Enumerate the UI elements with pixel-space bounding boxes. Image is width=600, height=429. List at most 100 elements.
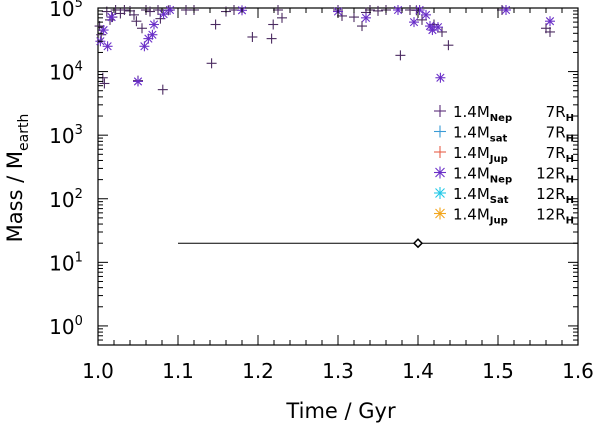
legend-marker <box>434 166 446 179</box>
x-tick-label: 1.5 <box>482 359 514 383</box>
x-axis-title: Time / Gyr <box>285 399 396 423</box>
star-d2 <box>159 10 168 19</box>
data-point <box>337 10 347 21</box>
legend-entry: 1.4MJup 12RH <box>434 206 574 227</box>
data-point <box>133 76 143 87</box>
x-tick-label: 1.1 <box>162 359 194 383</box>
star-d2 <box>501 5 511 15</box>
star-d2 <box>421 10 431 20</box>
star-d2 <box>140 42 149 51</box>
data-point <box>129 9 139 20</box>
data-point <box>94 21 105 32</box>
legend-label: 1.4Msat <box>453 124 507 145</box>
star-d2 <box>165 5 175 15</box>
star-d2 <box>361 13 371 22</box>
data-point <box>277 12 287 23</box>
data-point <box>361 12 371 23</box>
data-point <box>137 23 147 34</box>
star-d2 <box>433 23 443 32</box>
legend-radius: 7RH <box>546 103 574 124</box>
data-point <box>395 50 406 61</box>
reference-point <box>412 238 424 249</box>
data-point <box>268 19 279 30</box>
y-axis-title-main: Mass / M <box>3 151 27 242</box>
star-d2 <box>425 21 435 31</box>
data-point <box>247 31 258 42</box>
y-tick-label: 104 <box>49 60 83 85</box>
data-point <box>349 12 359 23</box>
star-d2 <box>435 208 445 219</box>
data-point <box>417 14 427 25</box>
legend-entry: 1.4MJup 7RH <box>434 144 574 165</box>
data-point <box>102 41 113 52</box>
legend-label: 1.4MJup <box>453 144 508 165</box>
data-point <box>266 33 277 44</box>
data-point <box>99 78 110 89</box>
y-axis-title: Mass / Mearth <box>3 114 32 243</box>
data-point <box>501 5 511 15</box>
y-tick-label: 100 <box>49 314 83 339</box>
data-point <box>393 5 403 15</box>
data-point <box>433 22 443 33</box>
data-point <box>131 16 142 27</box>
legend-marker <box>434 105 446 117</box>
legend-marker <box>434 207 446 220</box>
star-d2 <box>149 20 159 29</box>
data-points-layer <box>94 5 555 95</box>
data-point <box>414 5 425 15</box>
star-d2 <box>103 42 112 51</box>
star-d2 <box>148 30 157 39</box>
legend-marker <box>434 146 446 158</box>
data-point <box>373 5 383 16</box>
data-point <box>545 26 555 37</box>
star-d2 <box>409 17 419 27</box>
star-d2 <box>133 77 143 86</box>
data-point <box>210 19 221 30</box>
legend-radius: 12RH <box>536 206 574 227</box>
data-point <box>443 40 454 51</box>
reference-layer <box>178 238 578 249</box>
y-tick-label: 101 <box>49 250 83 275</box>
series-star <box>95 5 555 87</box>
data-point <box>206 58 217 69</box>
data-point <box>106 12 117 23</box>
x-tick-label: 1.0 <box>82 359 114 383</box>
data-point <box>149 19 159 30</box>
data-point <box>273 5 283 15</box>
y-tick-label: 105 <box>49 0 83 21</box>
legend-radius: 12RH <box>536 185 574 206</box>
x-tick-label: 1.2 <box>242 359 274 383</box>
legend-marker <box>434 187 446 199</box>
data-point <box>153 5 163 15</box>
star-d2 <box>393 5 403 15</box>
y-axis-title-sub: earth <box>16 114 32 151</box>
data-point <box>435 72 446 83</box>
data-point <box>158 9 169 20</box>
legend-marker <box>434 125 446 138</box>
legend-entry: 1.4Msat 7RH <box>434 124 574 145</box>
star-d2 <box>435 188 445 198</box>
data-point <box>421 9 431 20</box>
legend-entry: 1.4MSat 12RH <box>434 185 574 206</box>
legend-label: 1.4MNep <box>453 165 512 186</box>
x-tick-label: 1.6 <box>562 359 594 383</box>
legend-label: 1.4MJup <box>453 206 508 227</box>
legend-entry: 1.4MNep 12RH <box>434 165 574 186</box>
star-d2 <box>99 25 108 35</box>
data-point <box>96 29 107 40</box>
data-point <box>427 25 438 36</box>
x-tick-label: 1.4 <box>402 359 434 383</box>
axis-ticks-layer: 1.0 1.1 1.2 1.3 1.4 1.5 1.6 100 101 102 103 104 105 <box>49 0 594 383</box>
data-point <box>119 5 130 15</box>
data-point <box>437 26 447 37</box>
legend-entry: 1.4MNep 7RH <box>434 103 574 124</box>
star-d2 <box>545 17 555 26</box>
data-point <box>147 29 158 40</box>
legend-label: 1.4MNep <box>453 103 512 124</box>
legend: 1.4MNep 7RH 1.4Msat 7RH 1.4MJup 7RH 1.4MNep 12R… <box>434 103 574 227</box>
y-tick-label: 103 <box>49 123 83 148</box>
data-point <box>145 6 155 17</box>
legend-radius: 7RH <box>546 144 574 165</box>
x-tick-label: 1.3 <box>322 359 354 383</box>
